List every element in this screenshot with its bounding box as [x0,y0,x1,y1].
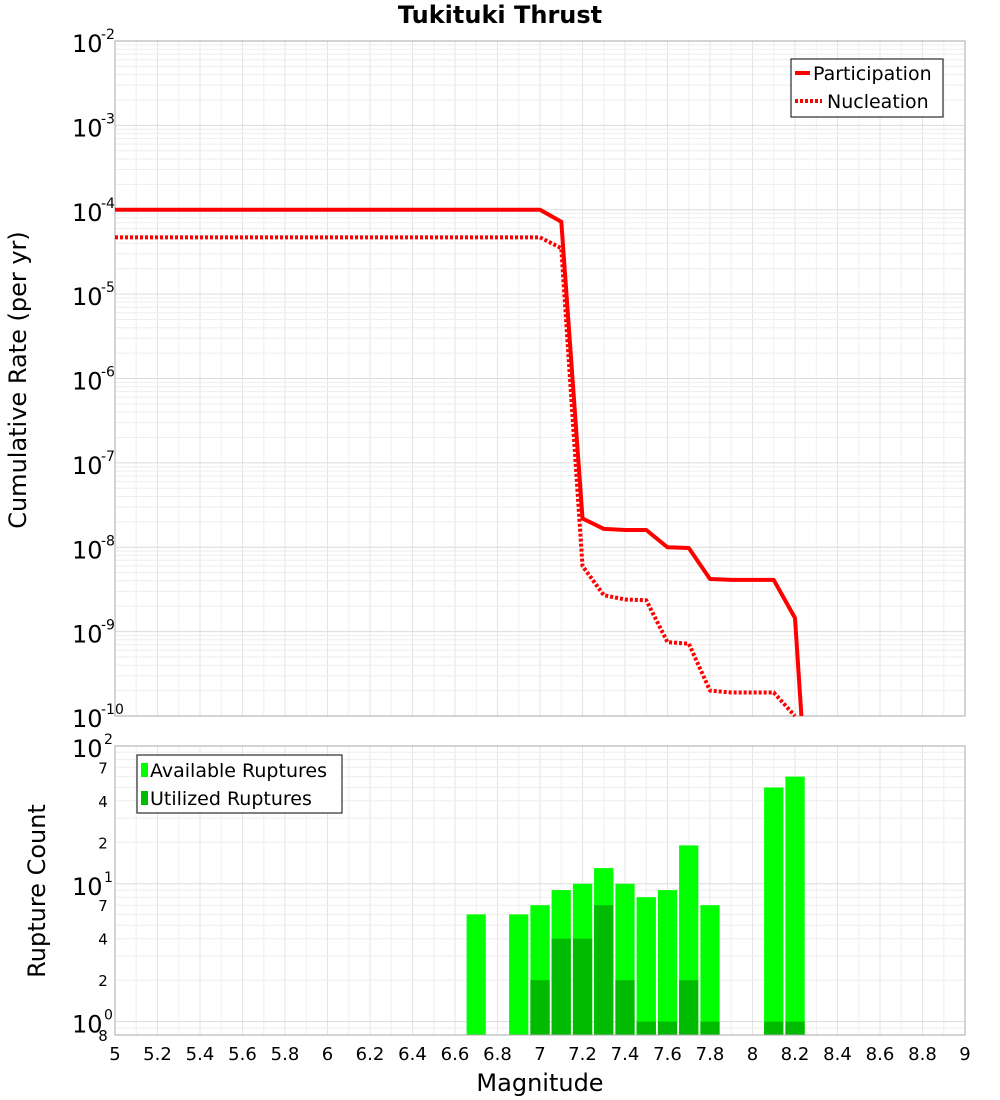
x-tick-label: 7.2 [568,1044,597,1065]
chart-title: Tukituki Thrust [398,1,602,29]
utilized-rupture-bar [657,1021,678,1035]
y-minor-tick-label: 4 [98,793,108,811]
y-tick-label: 10 [72,536,103,564]
x-tick-label: 5.6 [228,1044,257,1065]
utilized-rupture-bar [636,1021,656,1035]
utilized-rupture-bar [764,1021,784,1035]
bottom-plot-area [114,745,966,1036]
utilized-rupture-bar [785,1021,805,1035]
y-tick-label: 10 [72,283,103,311]
y-tick-label: 10 [72,735,103,763]
y-tick-exponent: -10 [101,702,124,718]
x-tick-label: 7.8 [696,1044,725,1065]
y-tick-exponent: -9 [101,618,115,634]
legend-label-available: Available Ruptures [150,760,327,782]
x-tick-label: 7.4 [611,1044,640,1065]
y-tick-label: 10 [72,199,103,227]
x-tick-label: 6.8 [483,1044,512,1065]
x-tick-label: 6 [322,1044,333,1065]
series-line-participation [115,207,804,717]
x-tick-label: 7 [534,1044,545,1065]
x-tick-label: 8.6 [866,1044,895,1065]
utilized-rupture-bar [700,1021,720,1035]
utilized-rupture-bar [530,980,550,1035]
x-tick-labels: 5 5.2 5.4 5.6 5.8 6 6.2 6.4 6.6 6.8 7 7.2 7.4 7.6 7.8 8… [109,1044,970,1065]
utilized-rupture-bar [594,905,614,1035]
legend-swatch-available [141,763,148,777]
available-rupture-bar [764,787,784,1035]
legend-swatch-utilized [141,791,148,805]
y-tick-exponent: -2 [101,27,115,43]
y-tick-label: 10 [72,705,103,733]
top-series-lines [115,207,804,718]
x-tick-label: 7.6 [653,1044,682,1065]
legend-label-utilized: Utilized Ruptures [150,788,312,810]
x-tick-label: 8.2 [781,1044,810,1065]
bottom-legend-box [136,754,343,814]
y-tick-label: 10 [72,621,103,649]
bottom-y-axis-label: Rupture Count [23,804,51,978]
x-tick-label: 8 [747,1044,758,1065]
utilized-rupture-bar [679,980,699,1035]
utilized-rupture-bar [551,938,571,1035]
y-minor-tick-label: 4 [98,931,108,949]
top-plot-area [114,40,966,717]
bottom-legend: Available Ruptures Utilized Ruptures [136,754,343,814]
y-tick-exponent: -8 [101,533,115,549]
y-tick-label: 10 [72,114,103,142]
y-tick-label: 10 [72,368,103,396]
top-gridlines [114,41,966,717]
top-legend: Participation Nucleation [790,58,944,118]
y-tick-exponent: 1 [104,870,113,886]
y-minor-tick-label: 2 [98,972,108,990]
x-tick-label: 5 [109,1044,120,1065]
y-tick-exponent: -3 [101,111,115,127]
x-tick-label: 9 [959,1044,970,1065]
utilized-rupture-bar [615,980,635,1035]
y-tick-exponent: 0 [104,1008,113,1024]
x-tick-label: 6.6 [441,1044,470,1065]
y-minor-tick-label: 7 [98,897,108,915]
utilized-rupture-bar [572,938,593,1035]
x-tick-label: 5.8 [271,1044,300,1065]
x-tick-label: 5.4 [186,1044,215,1065]
x-tick-label: 6.4 [398,1044,427,1065]
available-rupture-bar [636,897,656,1035]
y-tick-label: 10 [72,1011,103,1039]
available-rupture-bar [700,905,720,1035]
x-tick-label: 5.2 [143,1044,172,1065]
available-rupture-bar [657,890,678,1035]
available-rupture-bar [785,776,805,1035]
y-tick-exponent: -6 [101,365,115,381]
y-tick-exponent: -7 [101,449,115,465]
y-minor-tick-label: 7 [98,759,108,777]
legend-label-participation: Participation [813,63,932,85]
available-rupture-bar [466,914,486,1035]
y-minor-tick-label: 8 [98,1027,108,1045]
x-tick-label: 6.2 [356,1044,385,1065]
series-line-nucleation [115,235,797,718]
x-tick-label: 8.4 [823,1044,852,1065]
available-rupture-bar [509,914,529,1035]
y-minor-tick-label: 2 [98,834,108,852]
x-tick-label: 8.8 [908,1044,937,1065]
bottom-bars [466,776,805,1035]
y-tick-exponent: -5 [101,280,115,296]
top-legend-box [790,58,944,118]
legend-label-nucleation: Nucleation [827,91,929,113]
y-tick-label: 10 [72,30,103,58]
y-tick-label: 10 [72,873,103,901]
y-tick-exponent: -4 [101,196,115,212]
top-y-axis-label: Cumulative Rate (per yr) [4,231,32,529]
x-axis-label: Magnitude [476,1069,603,1097]
y-tick-exponent: 2 [104,732,113,748]
y-tick-label: 10 [72,452,103,480]
